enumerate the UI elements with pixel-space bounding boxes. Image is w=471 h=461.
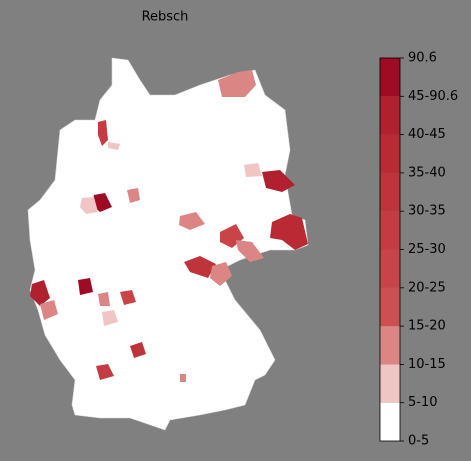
colorbar-label: 10-15 [408,357,446,372]
region [78,278,93,295]
map-title: Rebsch [142,10,189,25]
region [236,240,264,262]
region [218,70,256,97]
colorbar-label: 25-30 [408,242,446,257]
region [120,290,136,305]
colorbar-segment [380,134,400,173]
region [80,197,98,214]
colorbar-label: 35-40 [408,165,446,180]
colorbar-label: 40-45 [408,127,446,142]
region [102,310,118,326]
region [180,374,186,382]
region [130,342,146,358]
colorbar-label: 20-25 [408,280,446,295]
region [92,193,112,212]
region [244,163,262,177]
region [270,214,308,250]
region-highlights [30,70,308,382]
country-outline [27,57,309,431]
region [96,364,114,380]
region [30,280,50,306]
colorbar-segment [380,287,400,327]
colorbar-label: 45-90.6 [408,89,458,104]
colorbar-segment [380,402,400,441]
colorbar-segment [380,249,400,288]
colorbar-segment [380,364,400,403]
colorbar-label: 5-10 [408,395,438,410]
region [108,142,120,150]
region [179,212,205,230]
region [184,256,216,278]
region [40,300,58,320]
colorbar: 0-5 5-10 10-15 15-20 20-25 25-30 30-35 35-40 40-… [379,51,458,449]
colorbar-label: 30-35 [408,204,446,219]
region [98,292,110,306]
colorbar-segment [380,172,400,212]
region [98,120,108,146]
germany-map [27,57,309,431]
colorbar-segment [380,96,400,135]
region [262,170,295,192]
colorbar-label: 15-20 [408,319,446,334]
region [127,188,140,203]
colorbar-segment [380,58,400,97]
colorbar-label: 90.6 [408,51,437,66]
region [210,262,232,286]
colorbar-label: 0-5 [408,434,429,449]
colorbar-segment [380,326,400,365]
colorbar-segment [380,211,400,250]
